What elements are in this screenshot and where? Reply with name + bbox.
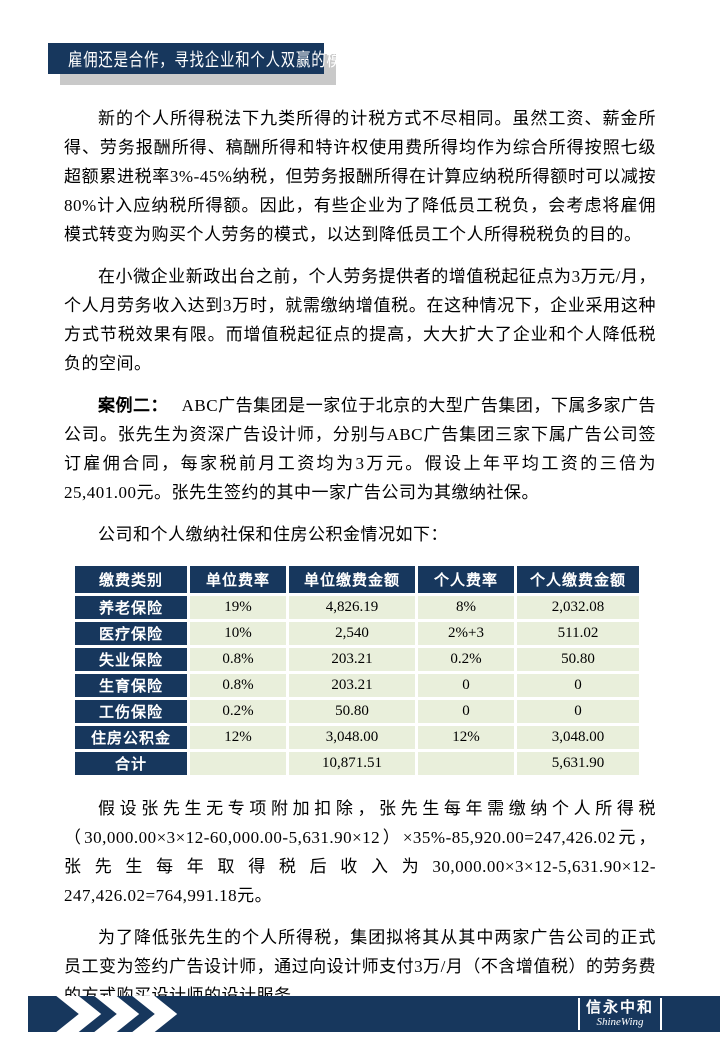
cell-value: 0.8%	[190, 674, 286, 697]
cell-value: 19%	[190, 596, 286, 619]
cell-value: 50.80	[289, 700, 415, 723]
title-banner: 雇佣还是合作，寻找企业和个人双赢的模式	[48, 43, 356, 74]
table-row: 失业保险 0.8% 203.21 0.2% 50.80	[75, 648, 639, 671]
table-row: 医疗保险 10% 2,540 2%+3 511.02	[75, 622, 639, 645]
row-category: 失业保险	[75, 648, 187, 671]
social-insurance-table: 缴费类别 单位费率 单位缴费金额 个人费率 个人缴费金额 养老保险 19% 4,…	[72, 563, 642, 778]
cell-value: 10,871.51	[289, 752, 415, 775]
header-employer-rate: 单位费率	[190, 566, 286, 593]
cell-value: 0.2%	[418, 648, 514, 671]
table-intro-line: 公司和个人缴纳社保和住房公积金情况如下：	[98, 525, 448, 544]
cell-value	[418, 752, 514, 775]
cell-value: 8%	[418, 596, 514, 619]
cell-value: 203.21	[289, 648, 415, 671]
page-title: 雇佣还是合作，寻找企业和个人双赢的模式	[68, 49, 357, 70]
row-category: 合计	[75, 752, 187, 775]
cell-value: 2,032.08	[517, 596, 639, 619]
cell-value: 50.80	[517, 648, 639, 671]
cell-value: 12%	[190, 726, 286, 749]
cell-value: 0.8%	[190, 648, 286, 671]
header-employer-amount: 单位缴费金额	[289, 566, 415, 593]
table-row: 工伤保险 0.2% 50.80 0 0	[75, 700, 639, 723]
header-category: 缴费类别	[75, 566, 187, 593]
case-two-label: 案例二：	[98, 396, 169, 415]
header-personal-amount: 个人缴费金额	[517, 566, 639, 593]
row-category: 生育保险	[75, 674, 187, 697]
cell-value: 3,048.00	[517, 726, 639, 749]
cell-value: 511.02	[517, 622, 639, 645]
cell-value: 4,826.19	[289, 596, 415, 619]
cell-value: 5,631.90	[517, 752, 639, 775]
paragraph-case-two: 案例二： ABC广告集团是一家位于北京的大型广告集团，下属多家广告公司。张先生为资…	[64, 391, 656, 507]
header-personal-rate: 个人费率	[418, 566, 514, 593]
chevron-arrows-icon	[56, 996, 178, 1032]
document-body: 新的个人所得税法下九类所得的计税方式不尽相同。虽然工资、薪金所得、劳务报酬所得、…	[64, 104, 656, 1023]
table-row: 住房公积金 12% 3,048.00 12% 3,048.00	[75, 726, 639, 749]
paragraph-vat-threshold: 在小微企业新政出台之前，个人劳务提供者的增值税起征点为3万元/月，个人月劳务收入…	[64, 267, 656, 373]
cell-value: 203.21	[289, 674, 415, 697]
cell-value: 10%	[190, 622, 286, 645]
shinewing-logo: 信永中和 ShineWing	[577, 998, 662, 1030]
cell-value: 2%+3	[418, 622, 514, 645]
logo-chinese-text: 信永中和	[585, 1000, 654, 1016]
cell-value: 0	[517, 700, 639, 723]
row-category: 医疗保险	[75, 622, 187, 645]
case-two-text: ABC广告集团是一家位于北京的大型广告集团，下属多家广告公司。张先生为资深广告设…	[64, 396, 656, 502]
cell-value: 2,540	[289, 622, 415, 645]
cell-value: 0.2%	[190, 700, 286, 723]
cell-value: 0	[418, 674, 514, 697]
paragraph-tax-calculation: 假设张先生无专项附加扣除，张先生每年需缴纳个人所得税（30,000.00×3×1…	[64, 799, 656, 905]
paragraph-tax-rules: 新的个人所得税法下九类所得的计税方式不尽相同。虽然工资、薪金所得、劳务报酬所得、…	[64, 109, 656, 244]
logo-english-text: ShineWing	[596, 1016, 644, 1028]
cell-value: 0	[418, 700, 514, 723]
cell-value: 12%	[418, 726, 514, 749]
footer-bar: 信永中和 ShineWing	[28, 996, 720, 1032]
cell-value	[190, 752, 286, 775]
cell-value: 3,048.00	[289, 726, 415, 749]
table-total-row: 合计 10,871.51 5,631.90	[75, 752, 639, 775]
cell-value: 0	[517, 674, 639, 697]
table-header-row: 缴费类别 单位费率 单位缴费金额 个人费率 个人缴费金额	[75, 566, 639, 593]
row-category: 住房公积金	[75, 726, 187, 749]
table-row: 养老保险 19% 4,826.19 8% 2,032.08	[75, 596, 639, 619]
row-category: 工伤保险	[75, 700, 187, 723]
table-row: 生育保险 0.8% 203.21 0 0	[75, 674, 639, 697]
row-category: 养老保险	[75, 596, 187, 619]
